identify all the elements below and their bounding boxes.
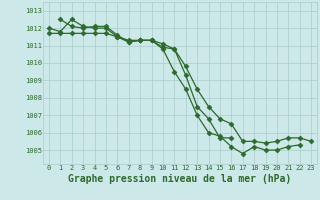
X-axis label: Graphe pression niveau de la mer (hPa): Graphe pression niveau de la mer (hPa) — [68, 174, 292, 184]
